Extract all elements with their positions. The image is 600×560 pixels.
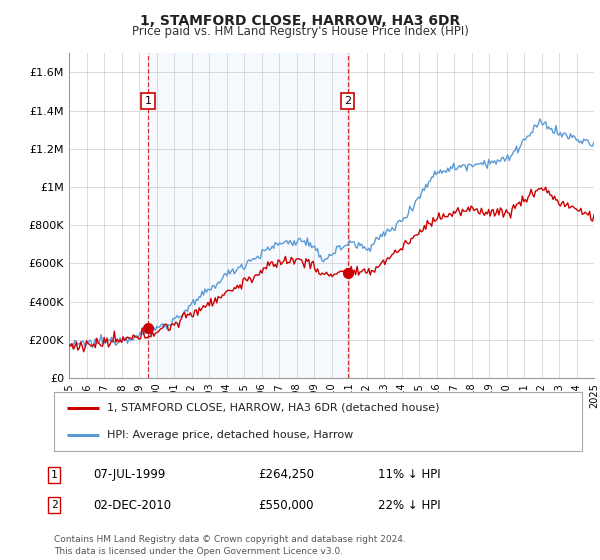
Text: 1, STAMFORD CLOSE, HARROW, HA3 6DR (detached house): 1, STAMFORD CLOSE, HARROW, HA3 6DR (deta…: [107, 403, 439, 413]
Text: 22% ↓ HPI: 22% ↓ HPI: [378, 498, 440, 512]
Text: 07-JUL-1999: 07-JUL-1999: [93, 468, 166, 482]
Text: Price paid vs. HM Land Registry's House Price Index (HPI): Price paid vs. HM Land Registry's House …: [131, 25, 469, 38]
Text: 02-DEC-2010: 02-DEC-2010: [93, 498, 171, 512]
Text: 2: 2: [50, 500, 58, 510]
Text: £550,000: £550,000: [258, 498, 314, 512]
Text: 11% ↓ HPI: 11% ↓ HPI: [378, 468, 440, 482]
Text: 2: 2: [344, 96, 351, 106]
Text: 1, STAMFORD CLOSE, HARROW, HA3 6DR: 1, STAMFORD CLOSE, HARROW, HA3 6DR: [140, 14, 460, 28]
Text: 1: 1: [50, 470, 58, 480]
Text: 1: 1: [145, 96, 152, 106]
Text: £264,250: £264,250: [258, 468, 314, 482]
Bar: [148, 53, 347, 378]
Text: Contains HM Land Registry data © Crown copyright and database right 2024.
This d: Contains HM Land Registry data © Crown c…: [54, 535, 406, 556]
Text: HPI: Average price, detached house, Harrow: HPI: Average price, detached house, Harr…: [107, 430, 353, 440]
